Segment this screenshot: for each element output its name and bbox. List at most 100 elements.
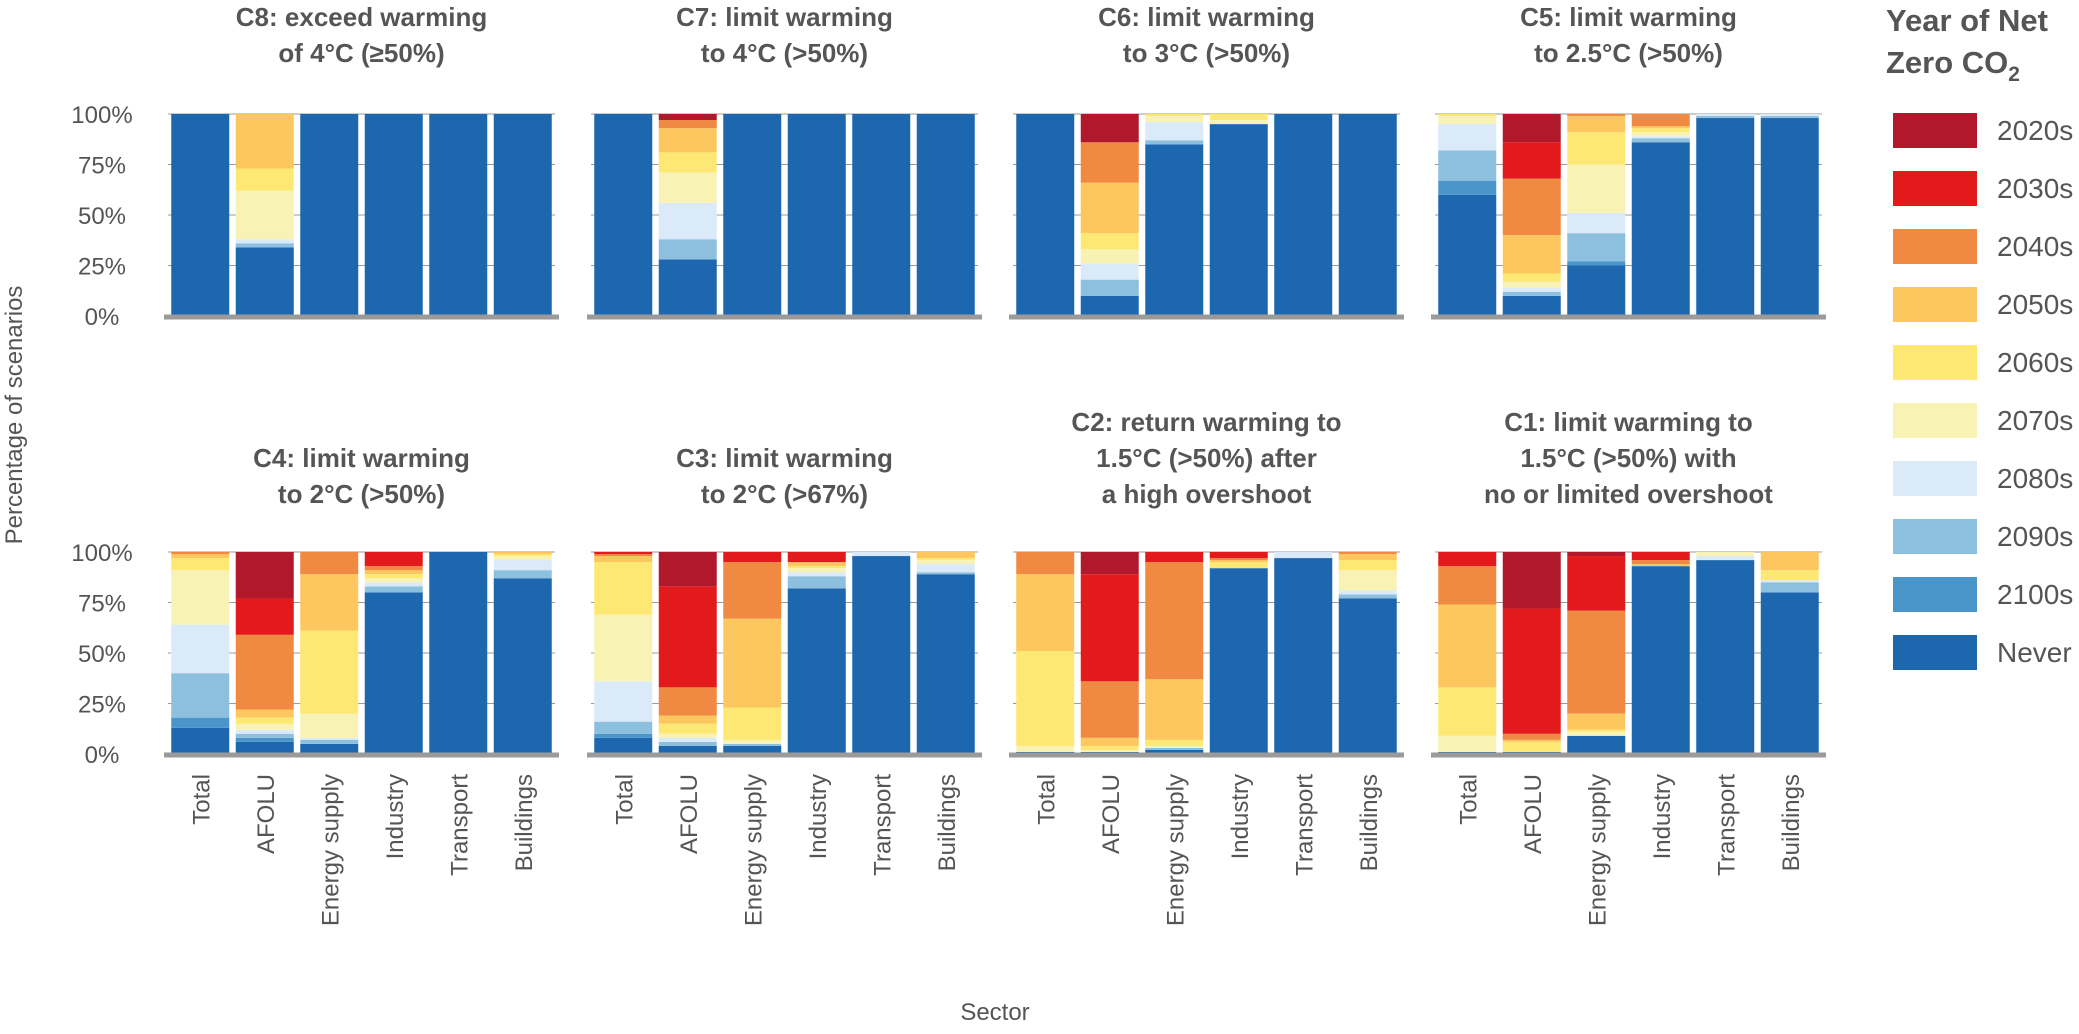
y-tick-label: 100% [71, 540, 132, 567]
bar-segment-2080s [1438, 124, 1497, 151]
bar-segment-2080s [493, 560, 552, 571]
bar-segment-2030s [1502, 608, 1561, 734]
panel-c3: C3: limit warming to 2°C (>67%) Total AFOLU… [587, 443, 982, 926]
legend-label: 2090s [1997, 521, 2073, 552]
bar-segment-2020s [1080, 552, 1139, 575]
y-tick-label: 75% [78, 591, 126, 618]
panels-layer: C8: exceed warming of 4°C (≥50%) 0% 25% 50% 7… [71, 2, 1826, 926]
bar-segment-2060s [658, 152, 717, 173]
bar-segment-never [1567, 735, 1626, 754]
bar-segment-2040s [1631, 560, 1690, 565]
bar-segment-never [1209, 124, 1268, 316]
legend-item-2080s: 2080s [1893, 461, 2073, 496]
y-tick-label: 25% [78, 692, 126, 719]
bar-afolu [1502, 114, 1561, 316]
x-tick-label: Buildings [934, 774, 961, 871]
bar-transport [1274, 552, 1333, 754]
legend-item-2060s: 2060s [1893, 345, 2073, 380]
bar-industry [787, 552, 846, 754]
bar-segment-2030s [723, 552, 782, 563]
bar-segment-2060s [1760, 570, 1819, 581]
x-tick-label: Total [1455, 774, 1482, 825]
bar-segment-2040s [658, 687, 717, 716]
legend-swatch [1893, 461, 1977, 496]
bar-buildings [916, 552, 975, 754]
bar-buildings [493, 114, 552, 316]
bar-segment-2070s [364, 578, 423, 583]
x-tick-label: Transport [869, 774, 896, 876]
bar-industry [1209, 552, 1268, 754]
x-tick-label: Industry [1649, 774, 1676, 859]
bar-segment-2090s [1438, 150, 1497, 181]
bar-segment-2070s [723, 739, 782, 744]
bar-segment-never [429, 114, 488, 316]
panel-title-line: to 3°C (>50%) [1123, 38, 1290, 68]
bar-segment-2100s [235, 737, 294, 742]
bar-segment-never [1760, 592, 1819, 754]
bar-buildings [493, 552, 552, 754]
bar-segment-never [235, 247, 294, 316]
x-tick-label: Energy supply [1584, 774, 1611, 926]
bar-segment-2050s [1760, 552, 1819, 571]
legend-title-subscript: 2 [2008, 63, 2020, 86]
bar-segment-2070s [235, 723, 294, 730]
panel-c2: C2: return warming to 1.5°C (>50%) after a… [1009, 407, 1404, 926]
bar-segment-2080s [1696, 556, 1755, 561]
bar-segment-2070s [1145, 745, 1204, 748]
panel-title-line: to 4°C (>50%) [701, 38, 868, 68]
bar-segment-2050s [300, 574, 359, 631]
bar-segment-2030s [364, 552, 423, 567]
legend-item-2020s: 2020s [1893, 113, 2073, 148]
y-tick-label: 100% [71, 102, 132, 129]
y-tick-label: 50% [78, 203, 126, 230]
bar-segment-2050s [364, 570, 423, 575]
bar-segment-never [658, 259, 717, 316]
bar-segment-2020s [1080, 114, 1139, 143]
x-tick-label: Transport [1713, 774, 1740, 876]
bar-segment-2080s [594, 681, 653, 722]
bar-segment-2070s [1338, 570, 1397, 591]
bar-segment-2050s [1567, 116, 1626, 133]
bar-segment-never [723, 114, 782, 316]
bar-segment-2030s [1438, 552, 1497, 567]
bar-segment-2020s [235, 552, 294, 599]
bar-segment-2020s [1567, 552, 1626, 557]
bar-segment-2100s [1438, 180, 1497, 195]
bar-segment-2030s [1631, 552, 1690, 561]
bar-segment-2090s [364, 586, 423, 593]
bar-segment-2040s [364, 566, 423, 571]
bar-industry [364, 552, 423, 754]
bar-segment-never [171, 727, 230, 754]
y-axis-label: Percentage of scenarios [1, 286, 28, 545]
bar-segment-2070s [1696, 552, 1755, 557]
bar-segment-2060s [1016, 650, 1075, 746]
bar-segment-2060s [1145, 739, 1204, 746]
panel-title-line: of 4°C (≥50%) [278, 38, 444, 68]
panel-title-line: C6: limit warming [1098, 2, 1315, 32]
bar-transport [429, 552, 488, 754]
bar-segment-2060s [1338, 560, 1397, 571]
bar-afolu [235, 114, 294, 316]
bar-segment-2070s [658, 172, 717, 203]
bar-industry [1209, 114, 1268, 316]
bar-energy-supply [1567, 552, 1626, 754]
panel-title-line: no or limited overshoot [1484, 479, 1773, 509]
panel-title-line: 1.5°C (>50%) with [1520, 443, 1736, 473]
legend-item-never: Never [1893, 635, 2072, 670]
panel-title-line: C8: exceed warming [236, 2, 487, 32]
bar-segment-2050s [723, 618, 782, 708]
bar-segment-never [235, 741, 294, 754]
bar-industry [1631, 552, 1690, 754]
x-tick-label: AFOLU [253, 774, 280, 854]
bar-segment-2040s [594, 554, 653, 557]
legend-swatch [1893, 345, 1977, 380]
bar-segment-never [916, 574, 975, 754]
bar-segment-2090s [594, 721, 653, 734]
bar-segment-never [364, 592, 423, 754]
bar-segment-never [787, 114, 846, 316]
bar-transport [852, 552, 911, 754]
bar-segment-2080s [658, 737, 717, 742]
bar-total [171, 114, 230, 316]
